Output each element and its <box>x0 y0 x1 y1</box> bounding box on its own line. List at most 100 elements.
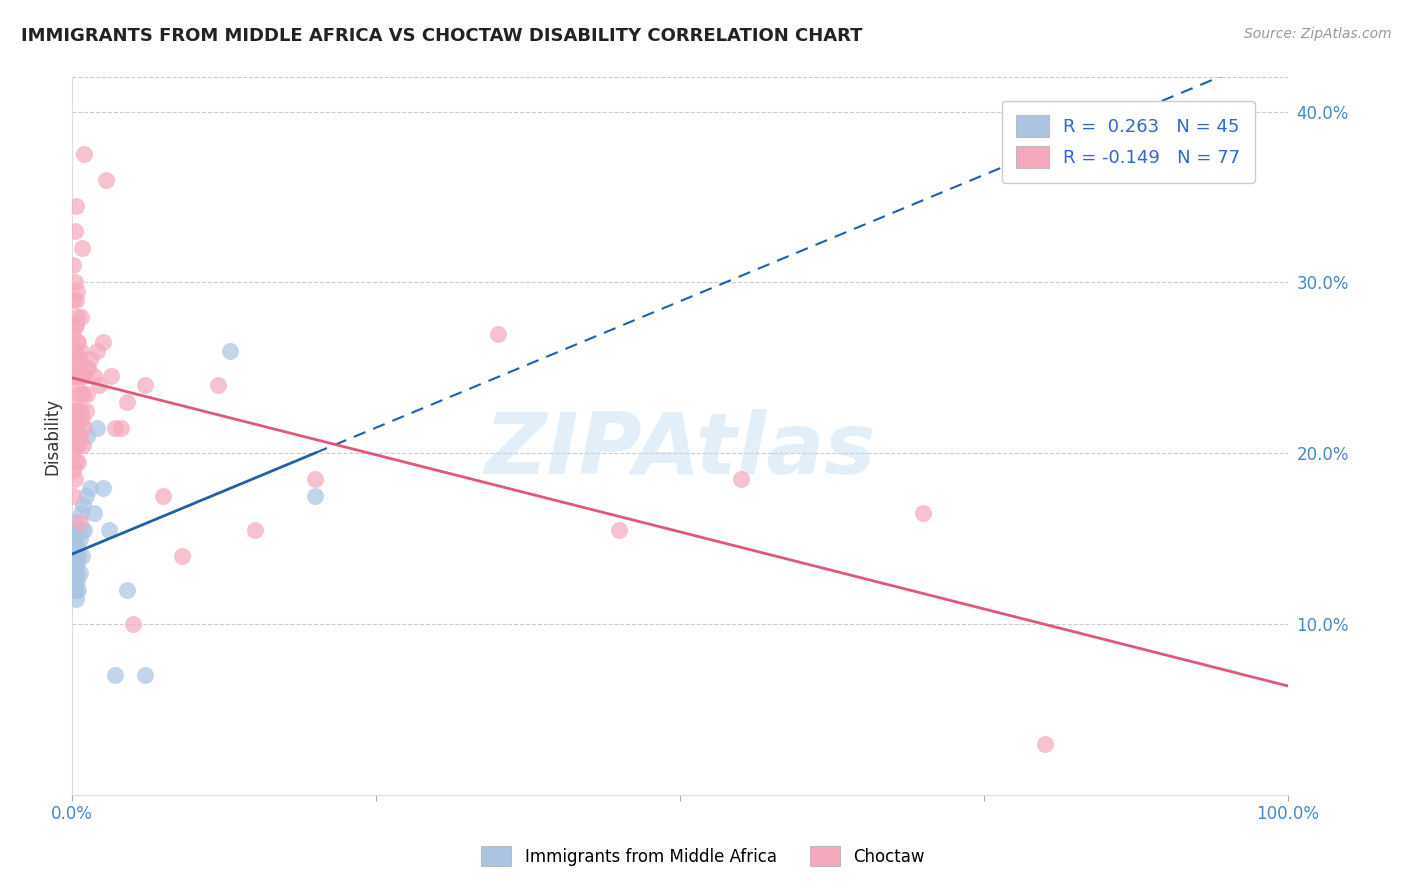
Point <box>65 318 87 333</box>
Point <box>207 378 229 392</box>
Point <box>63 574 86 589</box>
Point <box>62 293 84 307</box>
Point <box>62 558 84 572</box>
Point <box>65 566 87 580</box>
Point <box>97 523 120 537</box>
Point <box>69 515 91 529</box>
Point <box>62 326 84 341</box>
Point <box>66 558 89 572</box>
Point <box>66 574 89 589</box>
Point <box>79 352 101 367</box>
Point <box>1033 737 1056 751</box>
Point <box>73 369 96 384</box>
Point <box>62 541 84 555</box>
Point <box>62 549 84 563</box>
Point <box>65 293 87 307</box>
Point <box>67 455 90 469</box>
Point <box>79 481 101 495</box>
Point <box>70 549 93 563</box>
Point <box>83 369 105 384</box>
Point <box>67 412 90 426</box>
Point <box>730 472 752 486</box>
Point <box>77 360 100 375</box>
Point <box>72 386 94 401</box>
Point <box>72 438 94 452</box>
Point <box>65 352 87 367</box>
Text: IMMIGRANTS FROM MIDDLE AFRICA VS CHOCTAW DISABILITY CORRELATION CHART: IMMIGRANTS FROM MIDDLE AFRICA VS CHOCTAW… <box>21 27 863 45</box>
Point <box>75 403 97 417</box>
Point <box>62 489 84 503</box>
Point <box>67 360 90 375</box>
Point <box>75 489 97 503</box>
Point <box>115 395 138 409</box>
Point <box>243 523 266 537</box>
Point <box>65 591 87 606</box>
Point <box>73 420 96 434</box>
Point <box>66 369 89 384</box>
Point <box>63 403 86 417</box>
Point <box>91 335 114 350</box>
Point <box>67 335 90 350</box>
Point <box>62 259 84 273</box>
Point <box>76 429 98 443</box>
Point <box>67 549 90 563</box>
Point <box>69 369 91 384</box>
Point <box>63 369 86 384</box>
Point <box>63 582 86 597</box>
Point <box>104 668 127 682</box>
Point <box>63 549 86 563</box>
Point <box>62 574 84 589</box>
Point <box>63 318 86 333</box>
Point <box>63 429 86 443</box>
Point <box>607 523 630 537</box>
Point <box>69 506 91 520</box>
Point <box>63 558 86 572</box>
Point <box>62 515 84 529</box>
Point <box>76 360 98 375</box>
Point <box>63 566 86 580</box>
Point <box>70 241 93 255</box>
Point <box>66 541 89 555</box>
Point <box>62 523 84 537</box>
Text: ZIPAtlas: ZIPAtlas <box>484 409 876 492</box>
Point <box>73 523 96 537</box>
Point <box>76 386 98 401</box>
Point <box>69 386 91 401</box>
Point <box>69 352 91 367</box>
Point <box>86 343 108 358</box>
Point <box>304 472 326 486</box>
Point <box>152 489 174 503</box>
Point <box>67 438 90 452</box>
Point <box>912 506 935 520</box>
Point <box>63 224 86 238</box>
Legend: R =  0.263   N = 45, R = -0.149   N = 77: R = 0.263 N = 45, R = -0.149 N = 77 <box>1001 101 1254 183</box>
Point <box>65 582 87 597</box>
Point <box>91 481 114 495</box>
Point <box>115 582 138 597</box>
Point <box>65 198 87 212</box>
Point <box>65 378 87 392</box>
Point <box>69 343 91 358</box>
Point <box>87 378 110 392</box>
Point <box>104 420 127 434</box>
Point <box>134 668 156 682</box>
Point <box>486 326 509 341</box>
Point <box>69 310 91 324</box>
Point <box>69 532 91 546</box>
Point <box>219 343 242 358</box>
Point <box>69 429 91 443</box>
Point <box>66 403 89 417</box>
Point <box>62 420 84 434</box>
Point <box>66 438 89 452</box>
Point <box>62 574 84 589</box>
Point <box>65 549 87 563</box>
Point <box>304 489 326 503</box>
Point <box>65 455 87 469</box>
Point <box>73 147 96 161</box>
Point <box>62 446 84 460</box>
Point <box>69 403 91 417</box>
Point <box>62 395 84 409</box>
Point <box>66 284 89 298</box>
Legend: Immigrants from Middle Africa, Choctaw: Immigrants from Middle Africa, Choctaw <box>472 838 934 875</box>
Point <box>63 276 86 290</box>
